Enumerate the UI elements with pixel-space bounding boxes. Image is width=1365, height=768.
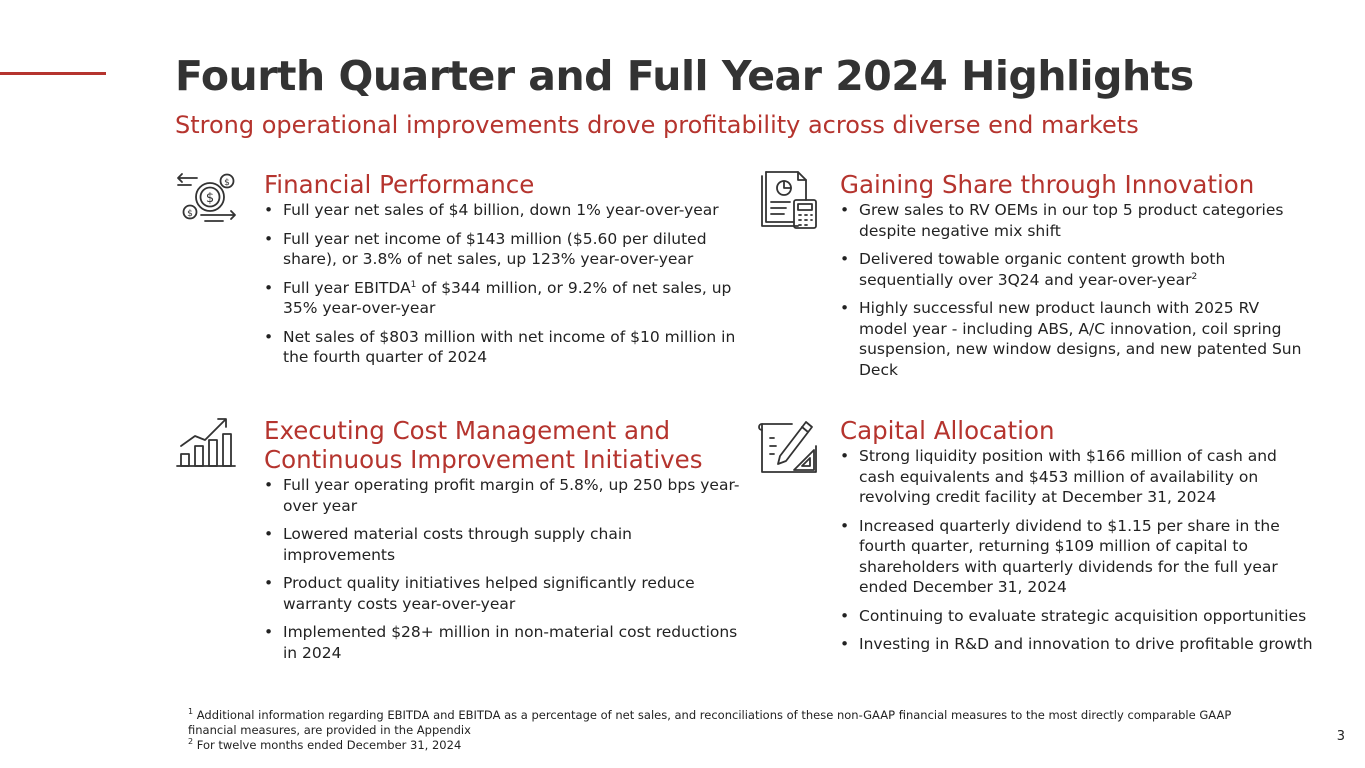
report-calculator-icon: [758, 170, 820, 232]
list-item: Strong liquidity position with $166 mill…: [840, 446, 1315, 508]
financial-performance-list: Full year net sales of $4 billion, down …: [264, 200, 744, 368]
list-item: Full year operating profit margin of 5.8…: [264, 475, 744, 516]
cost-management-list: Full year operating profit margin of 5.8…: [264, 475, 744, 663]
list-item: Delivered towable organic content growth…: [840, 249, 1310, 290]
list-item: Continuing to evaluate strategic acquisi…: [840, 606, 1315, 627]
list-item: Highly successful new product launch wit…: [840, 298, 1310, 380]
footnote-ref: 1: [410, 279, 417, 290]
list-item: Increased quarterly dividend to $1.15 pe…: [840, 516, 1315, 598]
heading-line: Continuous Improvement Initiatives: [264, 445, 703, 474]
svg-text:$: $: [187, 209, 193, 219]
capital-allocation-heading: Capital Allocation: [840, 416, 1055, 445]
list-item: Net sales of $803 million with net incom…: [264, 327, 744, 368]
footnote-text: Additional information regarding EBITDA …: [188, 708, 1232, 737]
blueprint-pencil-icon: [758, 416, 820, 478]
growth-chart-icon: [175, 416, 237, 478]
innovation-list: Grew sales to RV OEMs in our top 5 produ…: [840, 200, 1310, 380]
capital-allocation-list: Strong liquidity position with $166 mill…: [840, 446, 1315, 655]
accent-line: [0, 72, 106, 75]
cost-management-heading: Executing Cost Management and Continuous…: [264, 416, 744, 474]
list-item: Product quality initiatives helped signi…: [264, 573, 744, 614]
money-exchange-icon: $ $ $: [175, 170, 237, 232]
svg-text:$: $: [224, 178, 230, 188]
heading-line: Executing Cost Management and: [264, 416, 671, 445]
list-item: Implemented $28+ million in non-material…: [264, 622, 744, 663]
list-item: Investing in R&D and innovation to drive…: [840, 634, 1315, 655]
page-title: Fourth Quarter and Full Year 2024 Highli…: [175, 52, 1194, 100]
list-item: Full year EBITDA1 of $344 million, or 9.…: [264, 278, 744, 319]
footnote-text: For twelve months ended December 31, 202…: [196, 738, 462, 752]
page-number: 3: [1336, 729, 1345, 744]
footnote-2: 2 For twelve months ended December 31, 2…: [188, 738, 1248, 753]
bullet-text: Full year EBITDA: [283, 278, 411, 297]
footnotes: 1 Additional information regarding EBITD…: [188, 708, 1248, 753]
list-item: Full year net sales of $4 billion, down …: [264, 200, 744, 221]
bullet-text: Delivered towable organic content growth…: [859, 250, 1226, 289]
list-item: Grew sales to RV OEMs in our top 5 produ…: [840, 200, 1310, 241]
list-item: Lowered material costs through supply ch…: [264, 524, 744, 565]
footnote-mark: 2: [188, 737, 194, 747]
footnote-ref: 2: [1191, 271, 1198, 282]
list-item: Full year net income of $143 million ($5…: [264, 229, 744, 270]
footnote-1: 1 Additional information regarding EBITD…: [188, 708, 1248, 738]
bullet-text: of $344 million, or 9.2% of net sales, u…: [283, 278, 732, 318]
footnote-mark: 1: [188, 707, 194, 717]
svg-text:$: $: [206, 191, 214, 206]
innovation-heading: Gaining Share through Innovation: [840, 170, 1255, 199]
financial-performance-heading: Financial Performance: [264, 170, 535, 199]
page-subtitle: Strong operational improvements drove pr…: [175, 111, 1139, 139]
